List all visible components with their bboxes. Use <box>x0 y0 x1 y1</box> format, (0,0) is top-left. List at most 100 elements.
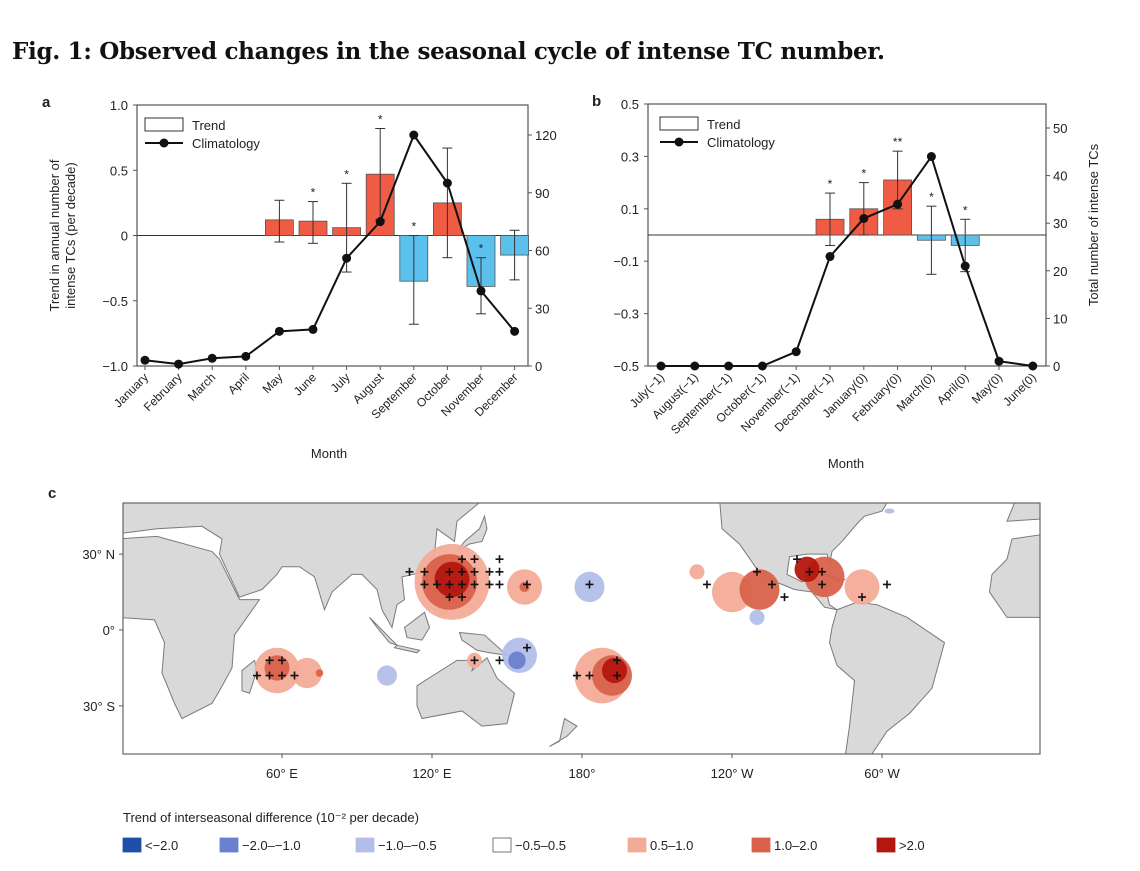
climatology-point <box>207 353 217 363</box>
land-sumatra <box>369 616 398 646</box>
trend-region <box>519 581 530 593</box>
y-axis-title-left: Trend in annual number of <box>47 159 62 311</box>
significance-plus <box>495 580 504 589</box>
climatology-point <box>241 351 251 361</box>
climatology-point <box>893 199 903 209</box>
significance-plus <box>585 671 594 680</box>
significance-marker: * <box>311 186 316 200</box>
panel-label: c <box>48 485 56 502</box>
significance-plus <box>495 555 504 564</box>
y-tick-label-left: −0.3 <box>613 307 639 322</box>
y-tick-label-left: −0.5 <box>613 359 639 374</box>
y-tick-label-right: 20 <box>1053 264 1067 279</box>
climatology-line <box>661 154 1033 367</box>
significance-plus <box>523 580 531 589</box>
trend-region <box>844 569 880 605</box>
significance-plus <box>818 567 826 576</box>
lon-tick-label: 60° E <box>266 766 298 781</box>
lon-tick-label: 120° W <box>711 766 755 781</box>
trend-region <box>749 609 765 625</box>
y-tick-label-left: 0.5 <box>110 163 128 178</box>
significance-plus <box>485 580 494 589</box>
panel-label: b <box>592 93 601 110</box>
climatology-point <box>476 286 486 296</box>
climatology-point <box>994 356 1004 366</box>
y-tick-label-left: −0.5 <box>102 294 128 309</box>
climatology-point <box>1028 361 1038 371</box>
legend-label: −1.0–−0.5 <box>378 838 437 853</box>
significance-plus <box>445 580 454 589</box>
legend-label: <−2.0 <box>145 838 178 853</box>
climatology-point <box>442 178 452 188</box>
land-new-zealand <box>549 717 578 747</box>
significance-plus <box>768 580 776 589</box>
legend-swatch <box>492 837 512 853</box>
trend-region <box>689 564 705 580</box>
climatology-line <box>144 132 516 366</box>
y-tick-label-right: 10 <box>1053 311 1067 326</box>
significance-plus <box>793 555 801 564</box>
significance-plus <box>883 580 891 589</box>
significance-plus <box>585 580 594 589</box>
legend-label: >2.0 <box>899 838 925 853</box>
y-tick-label-right: 30 <box>1053 216 1067 231</box>
y-tick-label-left: 0.5 <box>621 97 639 112</box>
legend-climatology-label: Climatology <box>192 136 260 151</box>
significance-plus <box>470 580 479 589</box>
significance-plus <box>470 567 479 576</box>
x-tick-label: June <box>291 370 320 399</box>
significance-plus <box>485 567 494 576</box>
land-south-america <box>828 601 946 754</box>
trend-region <box>264 655 290 681</box>
y-tick-label-left: 1.0 <box>110 98 128 113</box>
significance-plus <box>818 580 826 589</box>
climatology-point <box>308 324 318 334</box>
significance-plus <box>495 656 504 665</box>
legend-climatology-marker <box>159 138 169 148</box>
y-tick-label-right: 50 <box>1053 121 1067 136</box>
y-tick-label-left: −0.1 <box>613 254 639 269</box>
significance-marker: * <box>828 177 833 191</box>
significance-plus <box>495 567 504 576</box>
lon-tick-label: 120° E <box>412 766 452 781</box>
climatology-point <box>274 326 284 336</box>
x-tick-label: May <box>260 370 286 396</box>
climatology-point <box>140 355 150 365</box>
y-tick-label-right: 0 <box>535 359 542 374</box>
significance-plus <box>613 671 621 680</box>
significance-plus <box>573 671 581 680</box>
figure-title: Fig. 1: Observed changes in the seasonal… <box>12 38 885 65</box>
significance-plus <box>470 555 479 564</box>
climatology-point <box>724 361 734 371</box>
significance-plus <box>458 567 466 576</box>
significance-marker: * <box>861 167 866 181</box>
trend-region <box>315 669 324 677</box>
y-tick-label-left: 0.3 <box>621 149 639 164</box>
significance-marker: * <box>479 242 484 256</box>
legend-label: −0.5–0.5 <box>515 838 566 853</box>
trend-region <box>602 657 627 684</box>
significance-plus <box>290 671 299 680</box>
significance-plus <box>753 567 761 576</box>
x-tick-label: April <box>225 370 252 397</box>
lat-tick-label: 30° S <box>83 699 115 714</box>
significance-plus <box>470 656 479 665</box>
y-tick-label-right: 40 <box>1053 169 1067 184</box>
climatology-point <box>375 217 385 227</box>
significance-plus <box>420 567 429 576</box>
y-tick-label-right: 0 <box>1053 359 1060 374</box>
significance-marker: * <box>963 203 968 217</box>
x-tick-label: April(0) <box>934 370 971 407</box>
x-tick-label: June(0) <box>1000 370 1039 409</box>
climatology-point <box>926 152 936 162</box>
lat-tick-label: 0° <box>103 623 115 638</box>
land-new-guinea <box>458 631 509 657</box>
legend-swatch <box>355 837 375 853</box>
legend-trend-label: Trend <box>192 118 225 133</box>
y-tick-label-right: 30 <box>535 301 549 316</box>
lon-tick-label: 60° W <box>864 766 900 781</box>
land-europe-east <box>1006 503 1040 522</box>
legend-climatology-label: Climatology <box>707 135 775 150</box>
significance-plus <box>523 643 531 652</box>
panel-c: c 30° N 0° 30° S 60° E 120° E 180° 120° W 60° W T… <box>48 485 1041 853</box>
